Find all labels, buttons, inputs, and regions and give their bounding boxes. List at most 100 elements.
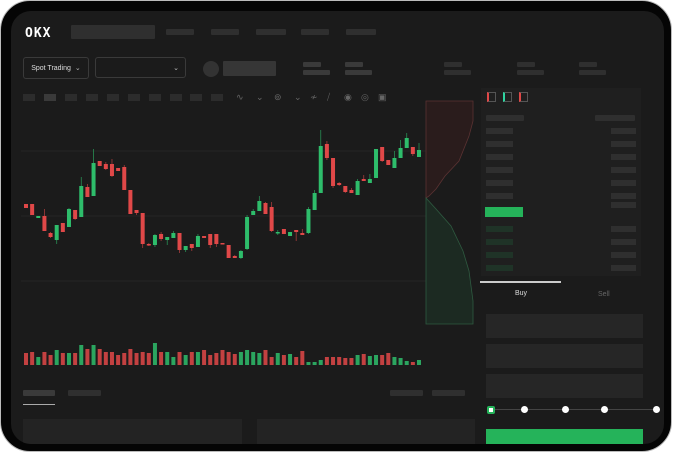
volume-bar — [140, 352, 145, 365]
volume-bar — [122, 353, 127, 365]
amount-slider-handle[interactable] — [487, 406, 495, 414]
volume-bar — [146, 353, 151, 365]
volume-bars — [24, 343, 421, 365]
candle-body — [30, 204, 35, 215]
timeframe-button[interactable] — [23, 94, 35, 101]
bottom-action[interactable] — [432, 390, 465, 396]
buy-button[interactable] — [486, 429, 643, 444]
bottom-tab[interactable] — [68, 390, 101, 396]
price-input[interactable] — [486, 314, 643, 338]
price-chart[interactable] — [11, 11, 664, 444]
candle-body — [116, 168, 121, 171]
settings-icon[interactable]: ◎ — [361, 92, 369, 102]
volume-bar — [91, 345, 96, 365]
volume-bar — [238, 352, 243, 365]
volume-bar — [30, 352, 35, 365]
candle-body — [177, 233, 182, 250]
okx-logo[interactable]: OKX — [25, 26, 52, 41]
settings-icon[interactable]: ⊚ — [274, 92, 282, 102]
candle-body — [171, 233, 176, 238]
candle-body — [281, 229, 286, 234]
buy-tab[interactable]: Buy — [515, 290, 528, 297]
slider-stop-50[interactable] — [562, 406, 569, 413]
candle-body — [146, 244, 151, 246]
nav-item[interactable] — [301, 29, 329, 35]
timeframe-button[interactable] — [128, 94, 140, 101]
orderbook-both-icon[interactable] — [487, 92, 496, 102]
slider-stop-25[interactable] — [521, 406, 528, 413]
volume-bar — [306, 362, 311, 365]
volume-bar — [152, 343, 157, 365]
candle-body — [122, 167, 127, 190]
candle-body — [349, 190, 354, 193]
candle-body — [288, 232, 293, 236]
nav-item[interactable] — [166, 29, 194, 35]
volume-bar — [42, 352, 47, 365]
ask-amount — [611, 180, 636, 186]
volume-bar — [355, 355, 360, 365]
candle-body — [257, 201, 262, 211]
total-input[interactable] — [486, 374, 643, 398]
fullscreen-icon[interactable]: ▣ — [378, 92, 387, 102]
volume-bar — [232, 354, 237, 365]
timeframe-button[interactable] — [190, 94, 202, 101]
ask-price — [486, 180, 513, 186]
candle-body — [318, 146, 323, 193]
candle-body — [300, 233, 305, 235]
timeframe-button[interactable] — [86, 94, 98, 101]
nav-item[interactable] — [256, 29, 286, 35]
volume-bar — [183, 355, 188, 365]
timeframe-button[interactable] — [211, 94, 223, 101]
chevron-down-icon: ⌄ — [173, 64, 179, 72]
volume-bar — [374, 355, 379, 365]
timeframe-button[interactable] — [149, 94, 161, 101]
orderbook-bids-icon[interactable] — [503, 92, 512, 102]
volume-bar — [294, 357, 299, 365]
indicator-icon[interactable]: ∿ — [236, 92, 244, 102]
amount-slider-track[interactable] — [491, 409, 656, 410]
buy-tab-underline — [480, 281, 561, 283]
pair-selector-dropdown[interactable]: ⌄ — [95, 57, 186, 78]
amount-input[interactable] — [486, 344, 643, 368]
candle-body — [85, 187, 90, 197]
stat-value — [579, 70, 606, 75]
candle-body — [208, 234, 213, 245]
volume-bar — [177, 352, 182, 365]
slider-stop-75[interactable] — [601, 406, 608, 413]
stat-value — [303, 70, 330, 75]
market-type-label: Spot Trading — [31, 64, 71, 72]
camera-icon[interactable]: ◉ — [344, 92, 352, 102]
sell-tab[interactable]: Sell — [598, 291, 610, 298]
ruler-icon[interactable]: ⧸ — [327, 92, 331, 102]
ask-amount — [611, 141, 636, 147]
volume-bar — [195, 352, 200, 365]
timeframe-button-active[interactable] — [44, 94, 56, 101]
volume-bar — [245, 350, 250, 365]
market-type-dropdown[interactable]: Spot Trading ⌄ — [23, 57, 89, 79]
candle-body — [159, 234, 164, 239]
ask-price — [486, 141, 513, 147]
timeframe-button[interactable] — [107, 94, 119, 101]
bottom-action[interactable] — [390, 390, 423, 396]
timeframe-button[interactable] — [170, 94, 182, 101]
bottom-tab-underline — [23, 404, 55, 405]
volume-bar — [128, 349, 133, 365]
bottom-tab-active[interactable] — [23, 390, 55, 396]
volume-bar — [73, 353, 78, 365]
nav-item[interactable] — [211, 29, 239, 35]
search-bar[interactable] — [71, 25, 155, 39]
draw-line-icon[interactable]: ≁ — [310, 92, 318, 102]
candle-body — [48, 233, 53, 237]
chart-type-icon[interactable]: ⌄ — [256, 92, 264, 102]
candle-body — [152, 235, 157, 245]
candle-body — [238, 251, 243, 258]
candle-body — [245, 217, 250, 249]
chevron-down-icon[interactable]: ⌄ — [294, 92, 302, 102]
nav-item[interactable] — [346, 29, 376, 35]
candle-body — [343, 186, 348, 192]
timeframe-button[interactable] — [65, 94, 77, 101]
volume-bar — [349, 358, 354, 365]
slider-stop-100[interactable] — [653, 406, 660, 413]
orderbook-asks-icon[interactable] — [519, 92, 528, 102]
